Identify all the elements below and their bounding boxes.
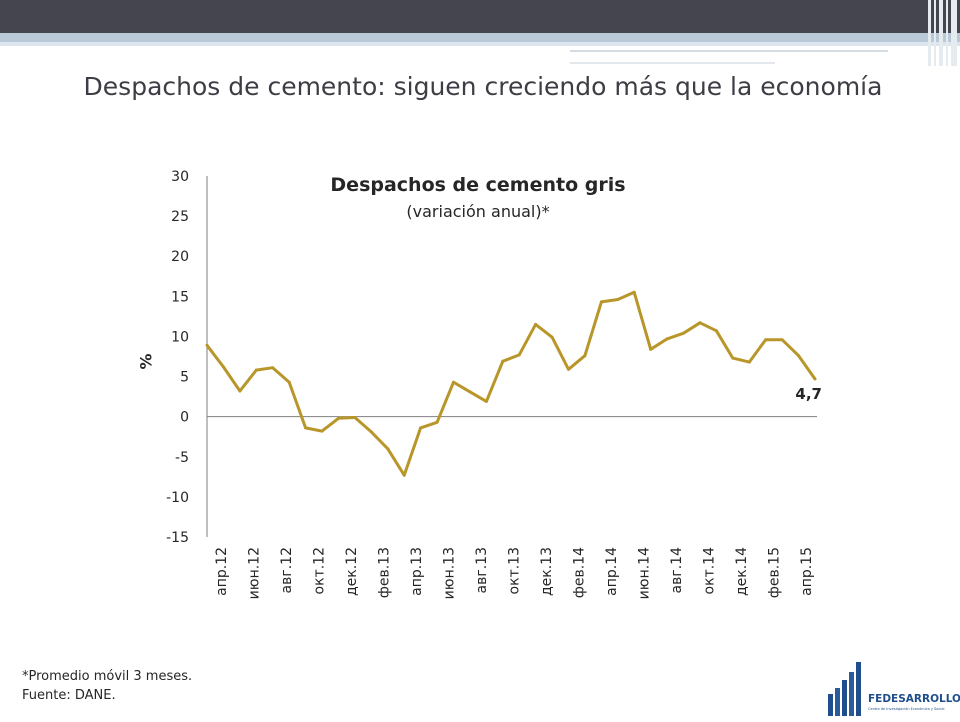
data-point [764,338,768,342]
chart-subtitle: (variación anual)* [406,202,550,221]
footnote-moving-average: *Promedio móvil 3 meses. [22,669,193,684]
data-point [435,420,439,424]
data-point [221,365,225,369]
y-tick-label: 10 [171,329,189,345]
footnote-source: Fuente: DANE. [22,688,116,703]
data-point [616,298,620,301]
y-tick-label: 5 [180,370,189,386]
logo-name: FEDESARROLLO [868,693,960,705]
data-point [780,338,784,342]
header-band-light [0,42,960,46]
header-band-accent [0,33,960,42]
data-point [353,416,357,419]
header-stripes [926,0,960,66]
y-tick-label: 0 [180,410,189,426]
data-point [517,353,521,357]
y-tick-label: 20 [171,249,189,265]
fedesarrollo-logo: FEDESARROLLO Centro de Investigación Eco… [826,660,960,718]
data-point [287,380,291,384]
x-tick-label: дек.12 [344,547,360,596]
y-tick-label: 30 [171,169,189,185]
data-point [468,390,472,394]
data-point [649,347,653,351]
data-point [534,322,538,326]
header-band [0,0,960,33]
y-tick-label: 25 [171,209,189,225]
header-rule-short [570,62,775,64]
x-tick-label: фев.15 [767,547,783,598]
data-point [682,331,685,335]
data-point [205,343,209,347]
x-tick-label: июн.12 [247,547,263,599]
data-point [452,380,455,384]
data-point [813,377,817,381]
x-tick-label: авг.12 [279,547,295,593]
data-point [402,473,406,477]
x-tick-label: июн.13 [442,547,458,599]
data-point [369,430,373,434]
x-tick-label: фев.13 [377,547,393,598]
data-point [254,368,258,372]
x-tick-label: дек.13 [539,547,555,596]
header-rule [570,50,888,52]
logo-tagline: Centro de Investigación Económica y Soci… [868,707,945,711]
x-tick-label: апр.13 [409,547,425,596]
y-tick-label: -10 [166,490,189,506]
y-tick-label: -15 [166,530,189,546]
y-tick-label: 15 [171,289,189,305]
data-point [632,290,636,294]
data-point [567,367,570,371]
data-point [238,389,242,393]
data-point [304,426,308,430]
slide-title: Despachos de cemento: siguen creciendo m… [83,72,883,101]
data-point [484,399,488,403]
data-point [665,337,669,341]
x-tick-label: авг.13 [474,547,490,593]
x-tick-label: апр.12 [214,547,230,596]
data-point [797,354,801,358]
x-tick-label: окт.13 [507,547,523,594]
footnotes: *Promedio móvil 3 meses. Fuente: DANE. [22,667,192,705]
data-point [271,366,275,370]
data-point [550,335,554,339]
data-point [583,354,587,358]
data-point [714,329,718,333]
x-tick-label: дек.14 [734,547,750,596]
data-point [386,447,390,451]
data-point [747,360,751,364]
data-point [337,416,340,420]
x-tick-label: окт.12 [312,547,328,594]
data-point [501,359,505,363]
data-point [731,356,735,360]
x-tick-label: фев.14 [572,547,588,598]
x-tick-label: окт.14 [702,547,718,595]
chart-title: Despachos de cemento gris [330,174,626,196]
data-point [419,426,423,430]
last-value-label: 4,7 [795,385,822,403]
logo-bars-icon [828,662,861,716]
data-point [320,429,324,433]
data-point [599,300,603,304]
y-axis-label: % [136,353,156,370]
x-tick-label: июн.14 [637,547,653,599]
x-tick-label: апр.14 [604,547,620,596]
data-point [698,321,702,325]
y-tick-label: -5 [175,450,189,466]
x-tick-label: апр.15 [799,547,815,596]
series-line [205,290,817,477]
x-tick-label: авг.14 [669,547,685,594]
